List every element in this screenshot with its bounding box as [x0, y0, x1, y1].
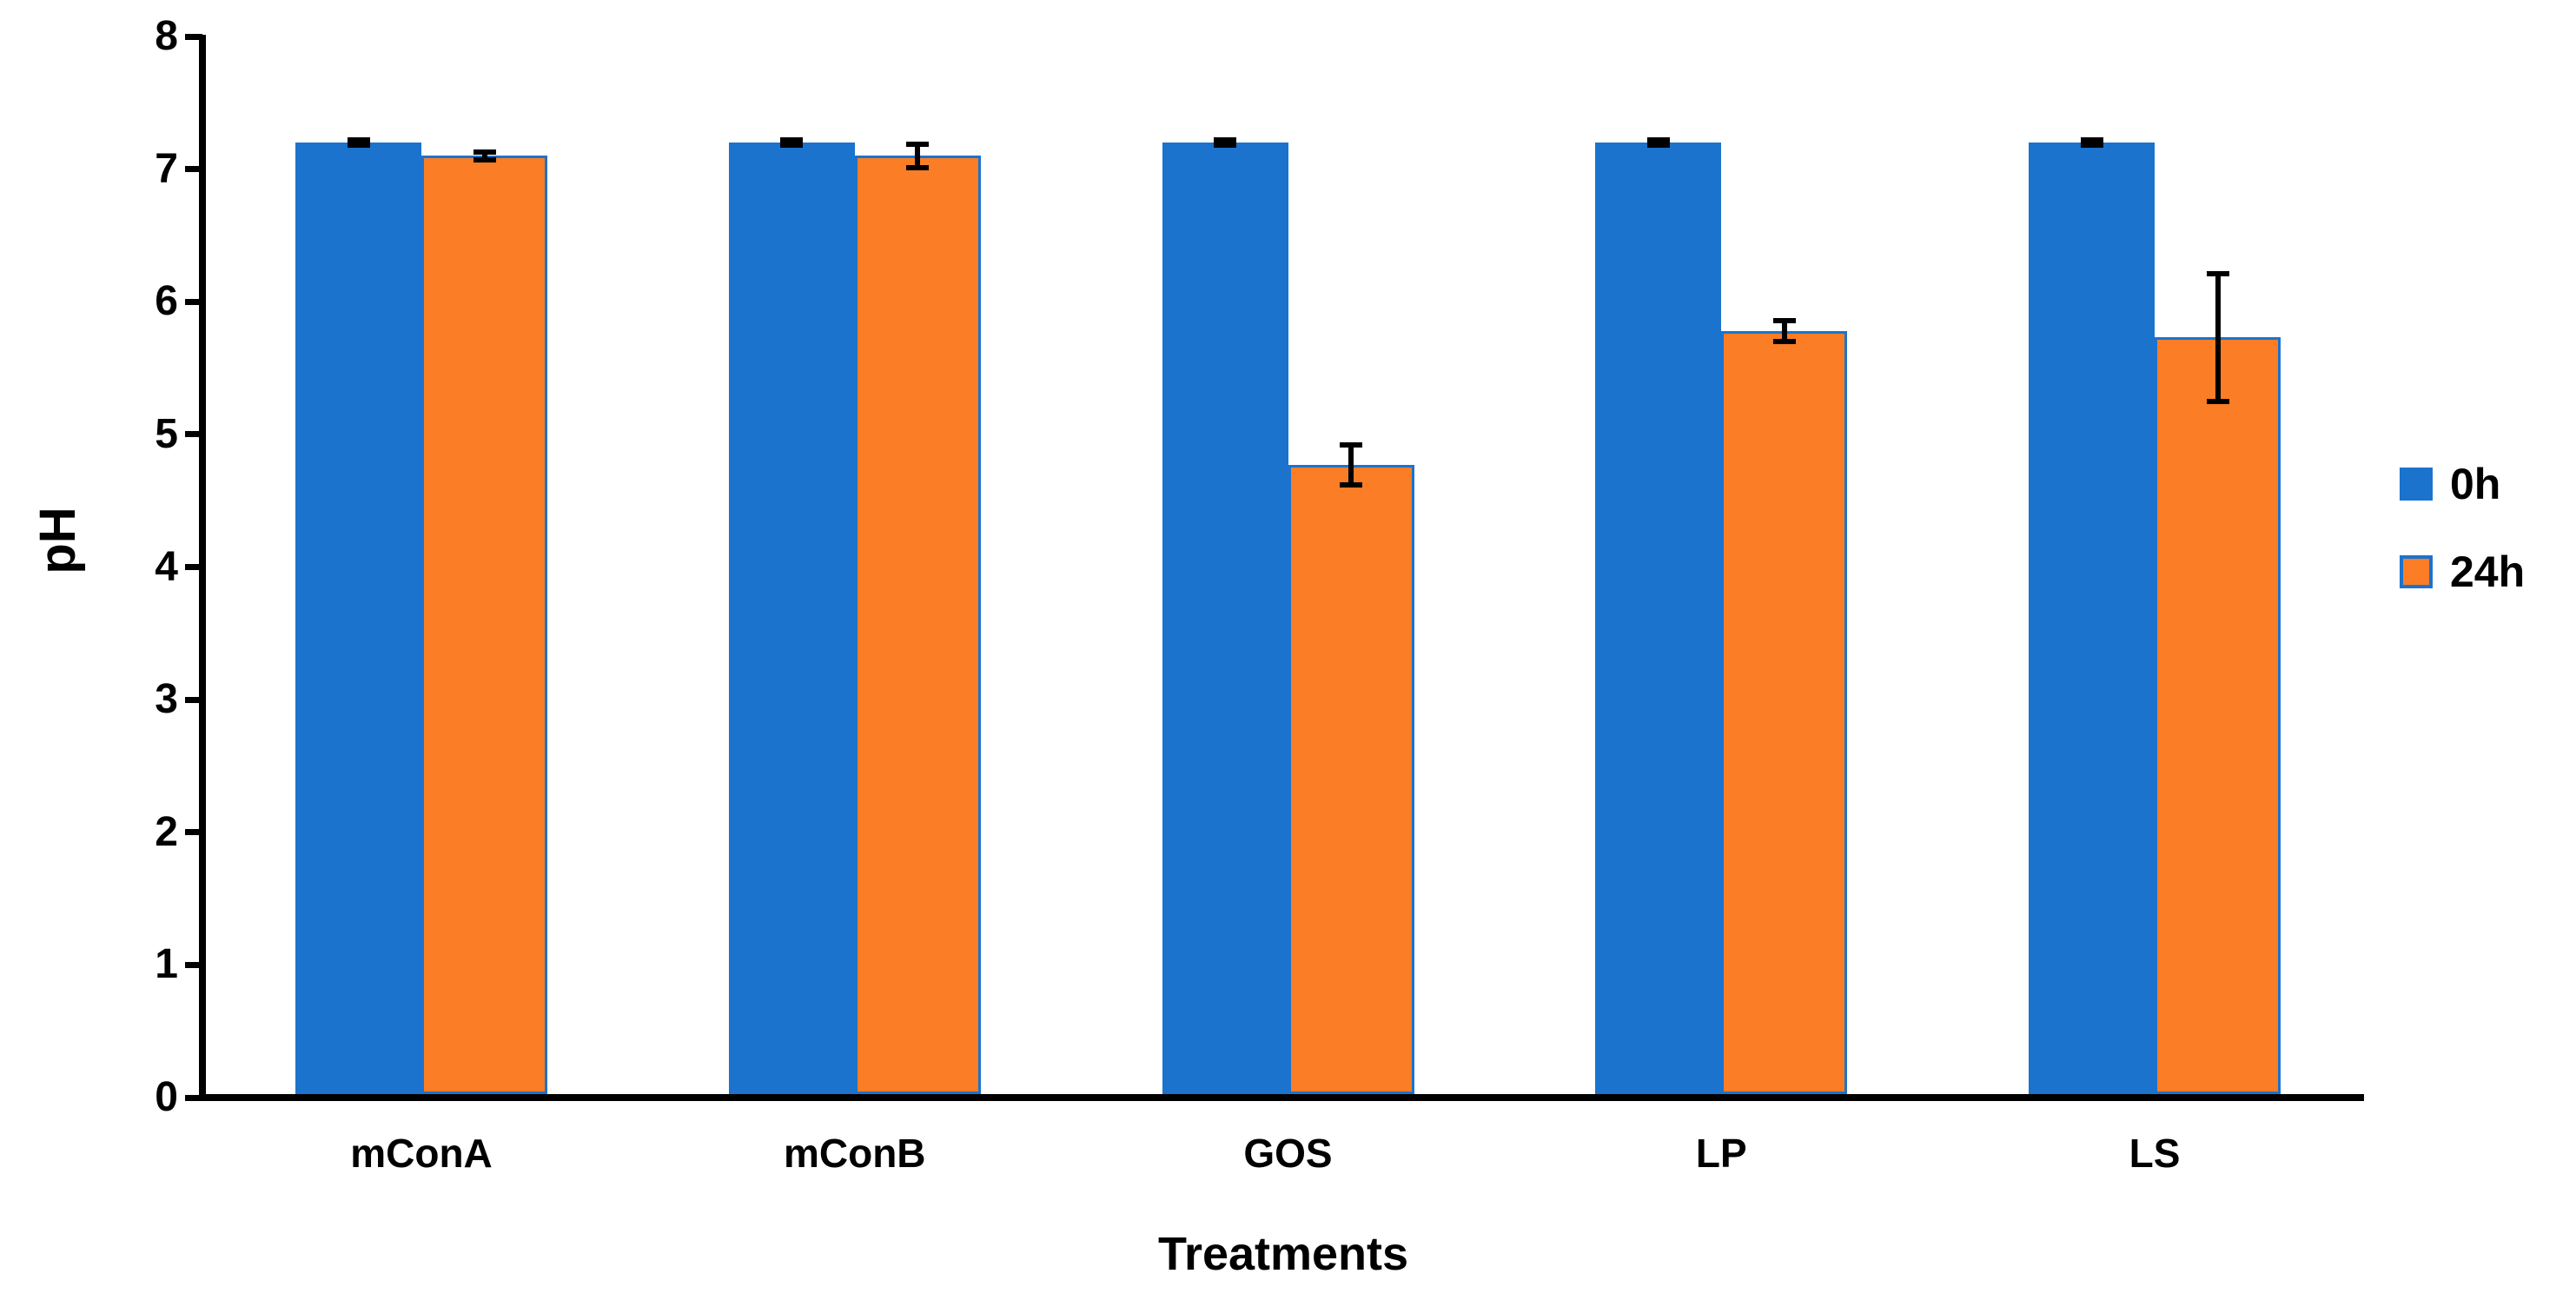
- error-bar-cap: [1340, 481, 1362, 488]
- y-tick-label-4: 4: [155, 543, 178, 590]
- y-tick-label-2: 2: [155, 808, 178, 855]
- y-axis-line: [199, 35, 206, 1101]
- error-bar-cap: [1214, 143, 1236, 149]
- y-tick-mark: [185, 166, 202, 173]
- y-tick-label-6: 6: [155, 278, 178, 325]
- x-tick-label-mConB: mConB: [783, 1131, 926, 1176]
- error-bar-cap: [473, 149, 496, 155]
- y-tick-mark: [185, 696, 202, 703]
- x-tick-label-LS: LS: [2129, 1131, 2181, 1176]
- y-tick-mark: [185, 431, 202, 438]
- x-axis-line: [199, 1094, 2364, 1101]
- error-bar-cap: [1772, 317, 1796, 323]
- y-tick-mark: [185, 961, 202, 968]
- y-tick-label-3: 3: [155, 676, 178, 723]
- error-bar-cap: [1646, 137, 1670, 143]
- error-bar-cap: [2206, 271, 2229, 277]
- bar-24h-LP: [1721, 330, 1848, 1094]
- error-bar-cap: [1214, 137, 1236, 143]
- error-bar-line: [355, 140, 361, 146]
- x-axis-title: Treatments: [1157, 1228, 1409, 1280]
- error-bar-line: [789, 140, 795, 146]
- x-tick-label-LP: LP: [1695, 1131, 1747, 1176]
- error-bar-cap: [906, 165, 930, 171]
- error-bar-cap: [906, 141, 930, 147]
- y-tick-mark: [185, 829, 202, 836]
- y-tick-label-0: 0: [155, 1074, 178, 1120]
- y-tick-mark: [185, 33, 202, 40]
- error-bar-cap: [2206, 398, 2229, 404]
- error-bar-line: [1781, 320, 1787, 342]
- bar-24h-LS: [2155, 337, 2281, 1094]
- error-bar-cap: [473, 156, 496, 163]
- legend-item-0h: 0h: [2400, 459, 2500, 509]
- error-bar-cap: [1646, 143, 1670, 149]
- legend-item-24h: 24h: [2400, 547, 2525, 597]
- error-bar-line: [481, 151, 487, 160]
- error-bar-cap: [1772, 339, 1796, 345]
- y-tick-mark: [185, 1094, 202, 1101]
- legend-swatch-24h-icon: [2400, 555, 2433, 588]
- error-bar-cap: [347, 143, 370, 149]
- error-bar-line: [1655, 140, 1661, 146]
- y-tick-label-5: 5: [155, 410, 178, 457]
- error-bar-cap: [780, 137, 804, 143]
- bar-0h-mConB: [728, 143, 855, 1094]
- y-tick-label-8: 8: [155, 13, 178, 59]
- y-axis-title: pH: [30, 507, 86, 574]
- legend-label-24h: 24h: [2450, 547, 2526, 596]
- bar-24h-mConA: [421, 156, 547, 1094]
- bar-24h-mConB: [854, 156, 981, 1094]
- bar-0h-LP: [1595, 143, 1722, 1094]
- legend-swatch-0h-icon: [2400, 468, 2433, 501]
- error-bar-line: [2089, 140, 2095, 146]
- error-bar-cap: [2080, 143, 2103, 149]
- x-tick-label-mConA: mConA: [350, 1131, 493, 1176]
- error-bar-cap: [2080, 137, 2103, 143]
- legend-label-0h: 0h: [2450, 460, 2501, 508]
- error-bar-line: [1222, 140, 1228, 146]
- y-tick-mark: [185, 298, 202, 305]
- x-tick-label-GOS: GOS: [1243, 1131, 1333, 1176]
- error-bar-cap: [1340, 442, 1362, 448]
- error-bar-line: [915, 143, 921, 169]
- y-tick-label-7: 7: [155, 145, 178, 192]
- bar-24h-GOS: [1288, 464, 1414, 1094]
- y-tick-label-1: 1: [155, 941, 178, 988]
- error-bar-cap: [780, 143, 804, 149]
- bar-0h-LS: [2029, 143, 2155, 1094]
- bar-0h-mConA: [295, 143, 421, 1094]
- y-tick-mark: [185, 564, 202, 570]
- bar-0h-GOS: [1162, 143, 1288, 1094]
- error-bar-line: [2215, 274, 2221, 401]
- error-bar-line: [1348, 445, 1354, 485]
- error-bar-cap: [347, 137, 370, 143]
